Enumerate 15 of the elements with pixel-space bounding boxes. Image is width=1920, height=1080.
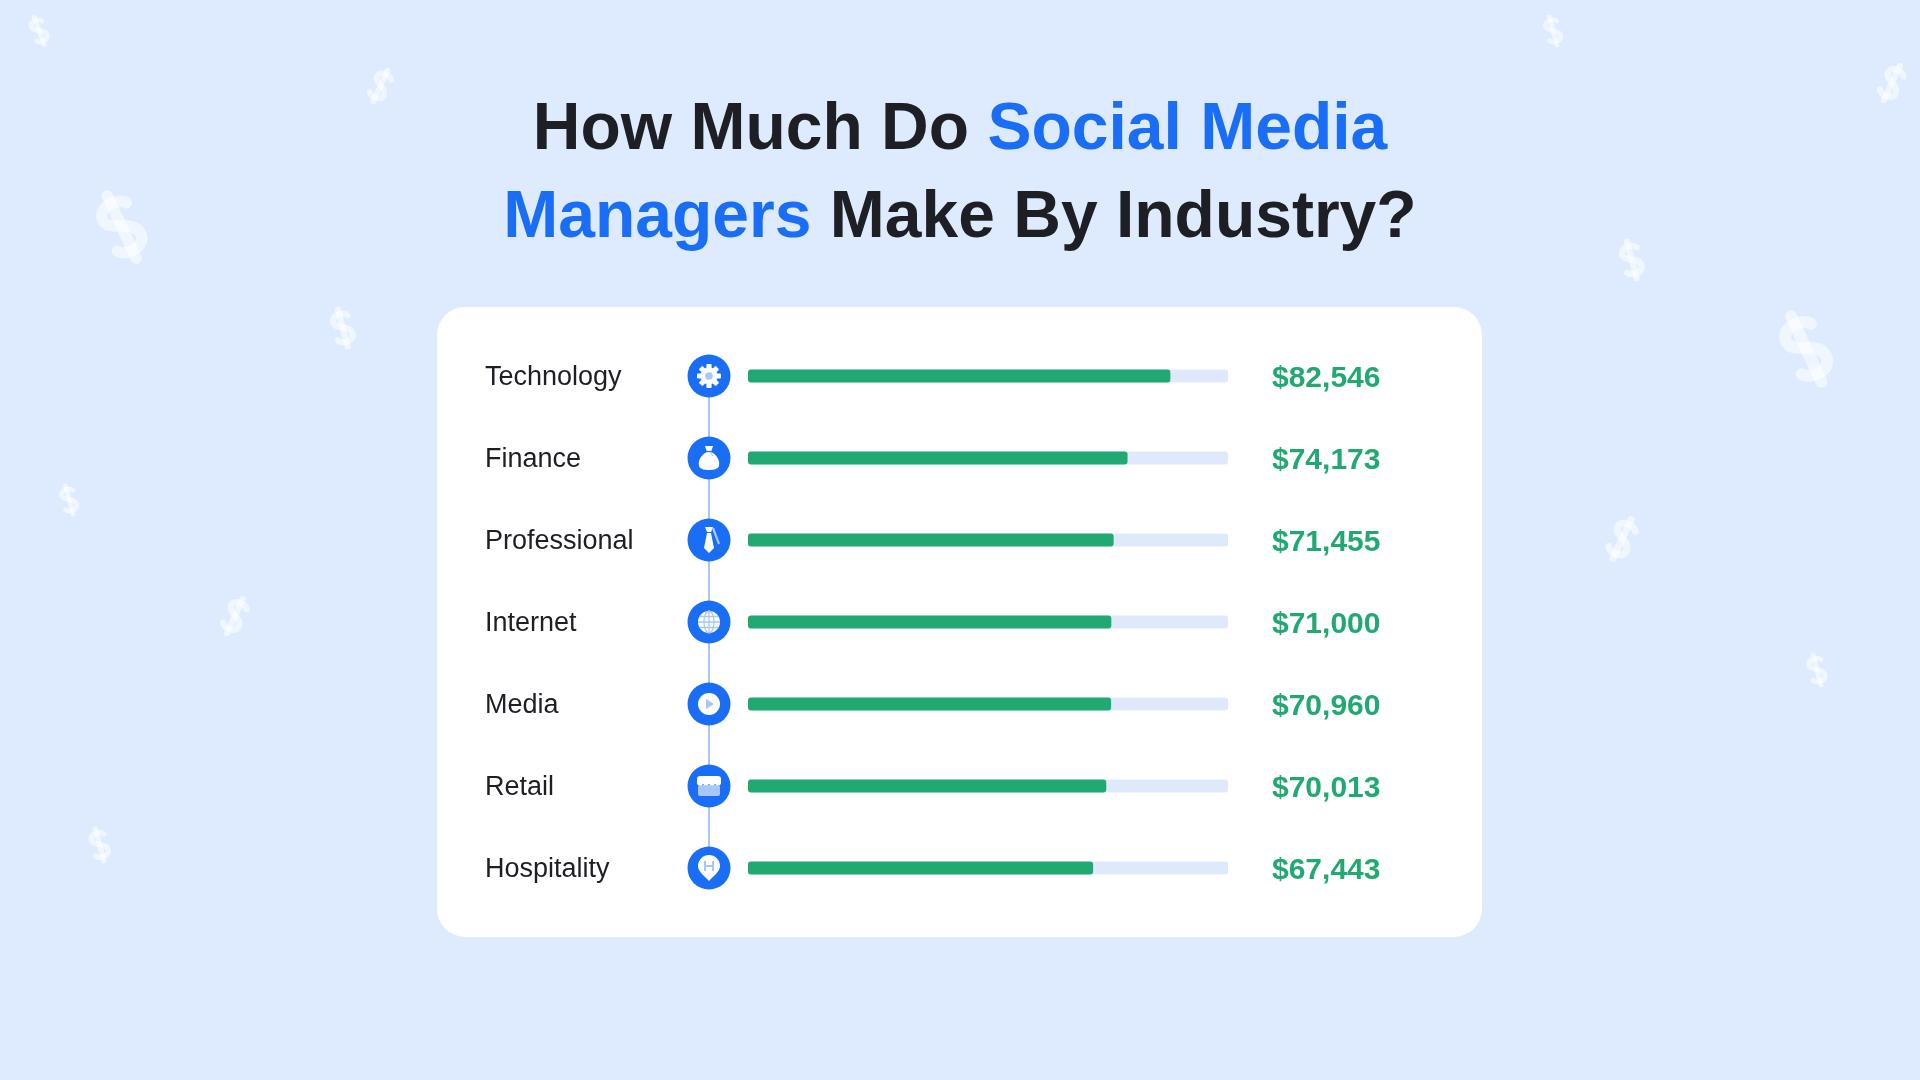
data-label: $82,546 <box>1272 359 1381 393</box>
data-label: $70,960 <box>1272 687 1381 721</box>
y-tick-label: Hospitality <box>485 853 611 883</box>
y-tick-label: Retail <box>485 771 555 801</box>
data-label: $67,443 <box>1272 851 1381 885</box>
chart-title: How Much Do Social Media Managers Make By Industry? <box>503 89 1417 251</box>
data-label: $71,455 <box>1272 523 1381 557</box>
data-label: $74,173 <box>1272 441 1381 475</box>
data-label: $70,013 <box>1272 769 1381 803</box>
y-tick-label: Professional <box>485 525 634 555</box>
y-tick-label: Technology <box>485 361 623 391</box>
data-label: $71,000 <box>1272 605 1381 639</box>
y-tick-label: Finance <box>485 443 582 473</box>
y-tick-label: Media <box>485 689 560 719</box>
y-tick-label: Internet <box>485 607 578 637</box>
